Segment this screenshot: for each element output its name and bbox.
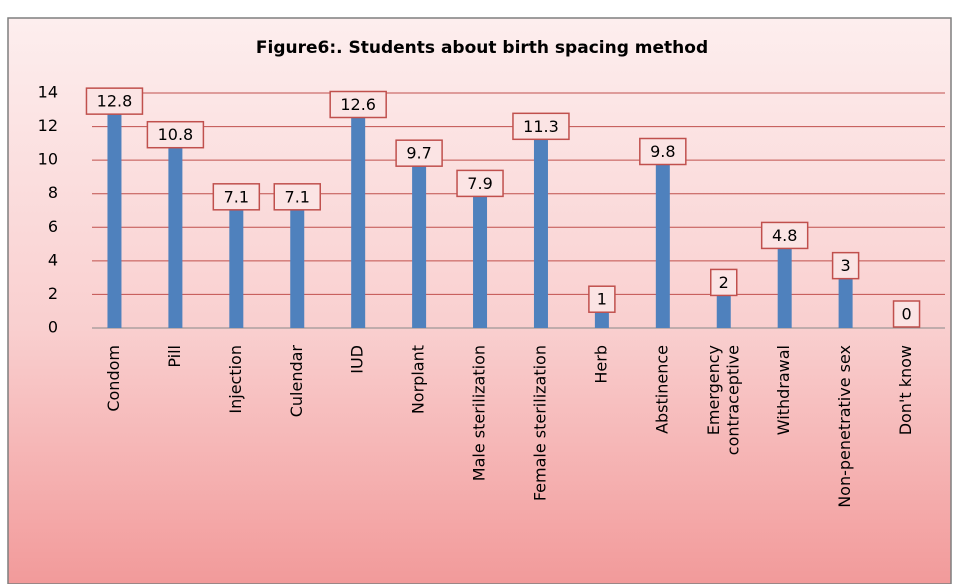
x-tick-label: Pill (165, 345, 184, 368)
x-tick-label: Herb (591, 345, 610, 384)
data-label-box (512, 112, 570, 141)
data-label: 0 (901, 305, 911, 324)
y-tick-label: 8 (48, 183, 58, 202)
x-tick-label: Withdrawal (774, 345, 793, 435)
bar (716, 294, 731, 328)
bar (412, 165, 427, 328)
x-tick-label: Norplant (409, 345, 428, 414)
y-tick-label: 10 (38, 150, 58, 169)
data-label-box (212, 183, 261, 211)
x-tick-label: Non-penetrative sex (835, 345, 854, 508)
x-tick-label: Condom (104, 345, 123, 412)
data-label: 4.8 (772, 226, 797, 245)
data-label-box (456, 169, 504, 198)
data-label-box (760, 221, 809, 250)
data-label-box (710, 268, 738, 297)
x-tick-label: Injection (226, 345, 245, 414)
y-tick-label: 12 (38, 116, 58, 135)
data-label-box (146, 120, 205, 149)
bar (533, 138, 548, 328)
data-label: 12.8 (97, 92, 133, 111)
data-label: 7.1 (224, 187, 249, 206)
data-label-box (892, 300, 921, 328)
y-tick-label: 6 (48, 217, 58, 236)
y-tick-label: 2 (48, 284, 58, 303)
data-label: 7.1 (285, 187, 310, 206)
bar (655, 163, 670, 328)
x-tick-label: Emergencycontraceptive (704, 345, 742, 455)
x-tick-label: Male sterilization (470, 345, 489, 481)
bar (838, 277, 853, 328)
data-label-box (85, 87, 144, 115)
bar (168, 146, 183, 328)
data-label-box (588, 285, 616, 313)
chart-title: Figure6:. Students about birth spacing m… (256, 38, 708, 58)
x-tick-label: Culendar (287, 345, 306, 418)
x-tick-label: Abstinence (652, 345, 671, 434)
x-tick-label: IUD (348, 345, 367, 374)
bar (107, 113, 122, 329)
bar (229, 208, 244, 328)
data-label-box (639, 137, 687, 166)
bar (594, 311, 609, 328)
y-tick-label: 14 (38, 83, 58, 102)
data-label: 12.6 (340, 95, 376, 114)
data-label: 11.3 (523, 117, 559, 136)
y-tick-label: 4 (48, 250, 58, 269)
data-label: 10.8 (158, 125, 194, 144)
data-label-box (329, 90, 387, 119)
bar (777, 247, 792, 328)
bar (473, 195, 488, 328)
x-tick-label: Female sterilization (530, 345, 549, 501)
data-label: 9.8 (650, 142, 675, 161)
data-label: 7.9 (467, 174, 492, 193)
bar (351, 116, 366, 328)
data-label: 2 (719, 273, 729, 292)
y-tick-label: 0 (48, 318, 58, 337)
data-label: 1 (597, 290, 607, 309)
data-label-box (273, 183, 321, 211)
data-label-box (395, 139, 443, 167)
x-tick-label: Don't know (896, 345, 915, 435)
bar (290, 208, 305, 328)
data-label: 9.7 (406, 144, 431, 163)
data-label: 3 (841, 256, 851, 275)
data-label-box (831, 251, 860, 280)
